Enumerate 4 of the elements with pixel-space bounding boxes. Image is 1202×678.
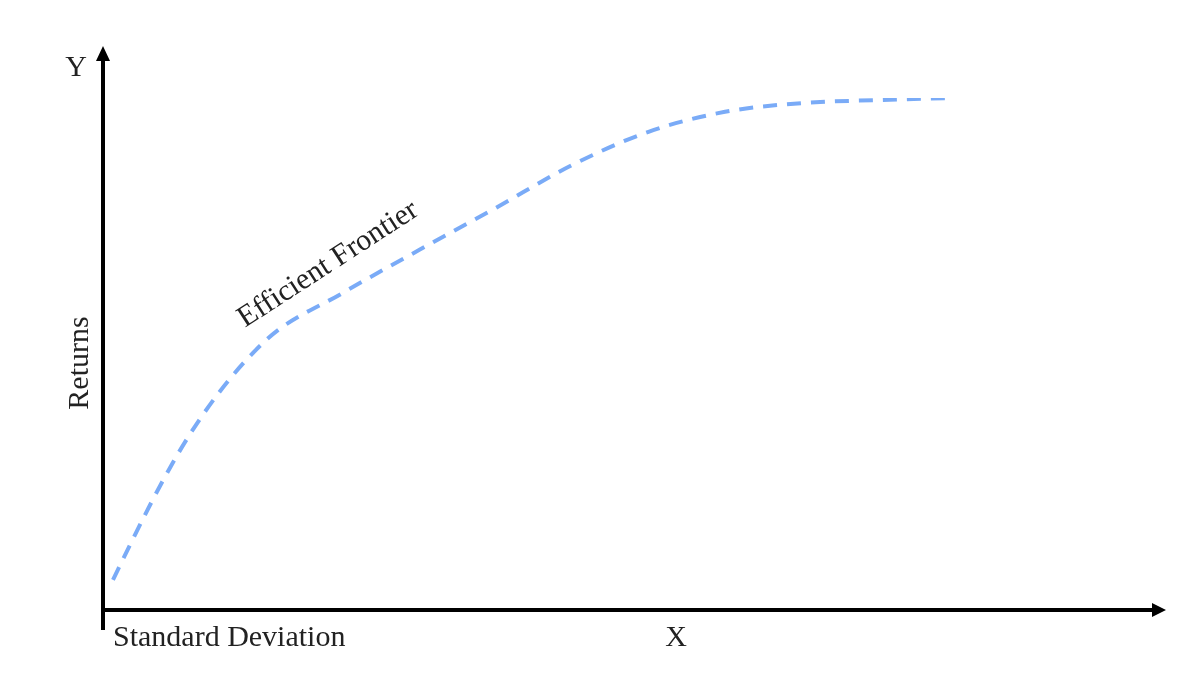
text: Y [65,49,87,82]
x-axis-title: Standard Deviation [113,619,346,652]
y-axis-title: Returns [61,316,94,410]
text: X [665,619,688,652]
